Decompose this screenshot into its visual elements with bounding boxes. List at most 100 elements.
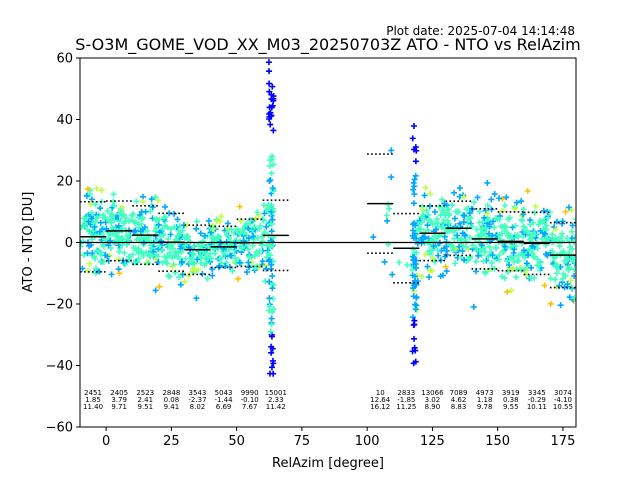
scatter-point (205, 217, 212, 224)
scatter-point (496, 216, 503, 223)
scatter-point (420, 229, 427, 236)
scatter-point (427, 267, 434, 274)
scatter-point (564, 234, 571, 241)
bin-count-label: 2833 (397, 389, 415, 397)
scatter-point (156, 216, 163, 223)
bin-std-label: 11.42 (266, 403, 286, 411)
bin-count-label: 2523 (136, 389, 154, 397)
scatter-point (209, 266, 216, 273)
scatter-point (549, 231, 556, 238)
scatter-point (100, 243, 107, 250)
scatter-point (147, 251, 154, 258)
scatter-point (478, 242, 485, 249)
scatter-point (566, 238, 573, 245)
scatter-point (569, 222, 576, 229)
scatter-point (566, 264, 573, 271)
scatter-point (236, 203, 243, 210)
scatter-point (412, 144, 419, 151)
scatter-point (507, 254, 514, 261)
scatter-point (135, 221, 142, 228)
scatter-point (269, 216, 276, 223)
scatter-point (489, 252, 496, 259)
scatter-point (84, 185, 91, 192)
scatter-point (514, 231, 521, 238)
scatter-point (504, 288, 511, 295)
scatter-point (104, 253, 111, 260)
scatter-point (458, 235, 465, 242)
scatter-point (92, 265, 99, 272)
scatter-point (257, 222, 264, 229)
bin-std-label: 8.90 (425, 403, 441, 411)
bin-count-label: 13066 (421, 389, 444, 397)
scatter-point (114, 233, 121, 240)
x-tick-label: 125 (420, 434, 445, 449)
scatter-point (386, 205, 393, 212)
scatter-point (528, 235, 535, 242)
bin-mean-label: 3.79 (111, 396, 127, 404)
scatter-point (182, 242, 189, 249)
bin-mean-label: 0.38 (503, 396, 519, 404)
scatter-point (215, 234, 222, 241)
scatter-point (266, 178, 273, 185)
scatter-point (553, 218, 560, 225)
scatter-point (489, 232, 496, 239)
scatter-point (245, 246, 252, 253)
scatter-point (471, 199, 478, 206)
scatter-point (511, 205, 518, 212)
scatter-point (384, 217, 391, 224)
scatter-point (268, 112, 275, 119)
scatter-point (191, 261, 198, 268)
scatter-point (412, 172, 419, 179)
scatter-point (466, 234, 473, 241)
scatter-point (383, 212, 390, 219)
scatter-point (413, 265, 420, 272)
scatter-point (449, 247, 456, 254)
scatter-point (164, 260, 171, 267)
scatter-point (98, 198, 105, 205)
scatter-point (424, 263, 431, 270)
bin-count-label: 2405 (110, 389, 128, 397)
scatter-point (481, 231, 488, 238)
scatter-point (223, 238, 230, 245)
scatter-point (410, 335, 417, 342)
scatter-point (571, 295, 576, 302)
scatter-point (440, 223, 447, 230)
scatter-point (488, 260, 495, 267)
scatter-point (221, 251, 228, 258)
scatter-point (254, 235, 261, 242)
scatter-point (418, 240, 425, 247)
bin-mean-label: 0.08 (164, 396, 180, 404)
scatter-point (209, 272, 216, 279)
bin-mean-label: -0.29 (528, 396, 546, 404)
bin-mean-label: -1.44 (215, 396, 234, 404)
scatter-point (521, 227, 528, 234)
scatter-point (265, 59, 272, 66)
scatter-point (451, 215, 458, 222)
scatter-point (167, 231, 174, 238)
scatter-point (80, 215, 87, 222)
scatter-point (95, 248, 102, 255)
scatter-point (177, 281, 184, 288)
scatter-point (268, 153, 275, 160)
scatter-point (502, 243, 509, 250)
scatter-point (410, 179, 417, 186)
scatter-point (461, 256, 468, 263)
scatter-point (90, 219, 97, 226)
scatter-point (228, 252, 235, 259)
scatter-point (259, 258, 266, 265)
scatter-point (385, 201, 392, 208)
scatter-point (542, 235, 549, 242)
scatter-point (224, 220, 231, 227)
scatter-point (100, 259, 107, 266)
scatter-point (156, 229, 163, 236)
scatter-point (482, 248, 489, 255)
scatter-point (499, 248, 506, 255)
scatter-point (513, 199, 520, 206)
scatter-point (449, 242, 456, 249)
bin-std-label: 9.51 (137, 403, 153, 411)
scatter-point (441, 233, 448, 240)
scatter-point (171, 224, 178, 231)
scatter-point (370, 234, 377, 241)
scatter-point (102, 219, 109, 226)
